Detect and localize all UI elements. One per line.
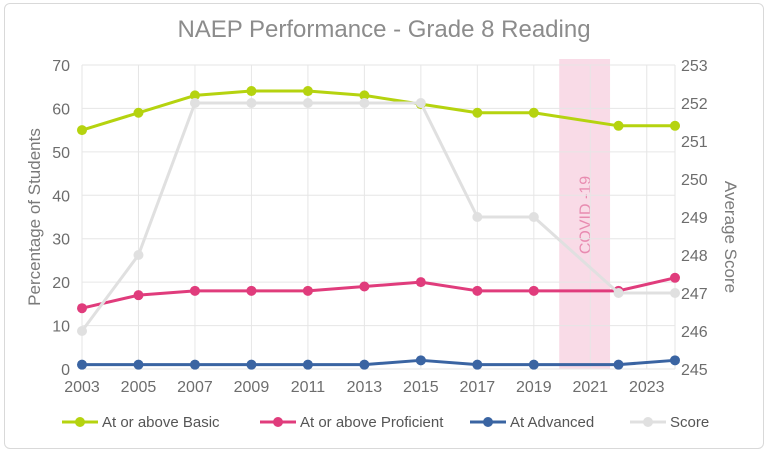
data-point-at-or-above-proficient <box>77 303 87 314</box>
data-point-score <box>415 98 426 108</box>
data-point-at-advanced <box>302 359 313 370</box>
y2-tick-label: 252 <box>681 96 708 113</box>
legend-label-at-or-above-proficient: At or above Proficient <box>300 414 444 431</box>
y2-tick-label: 250 <box>681 172 708 189</box>
data-point-at-or-above-basic <box>359 90 370 101</box>
y-axis-label: Percentage of Students <box>25 128 44 306</box>
legend-label-at-or-above-basic: At or above Basic <box>102 414 220 431</box>
chart-frame <box>4 3 764 449</box>
data-point-at-or-above-basic <box>133 107 144 118</box>
data-point-score <box>302 98 313 108</box>
data-point-score <box>613 288 624 298</box>
x-tick-label: 2015 <box>403 379 439 396</box>
data-point-at-or-above-proficient <box>415 277 426 288</box>
data-point-at-or-above-basic <box>246 86 257 97</box>
y2-axis-label: Average Score <box>721 181 740 293</box>
legend-marker-at-or-above-proficient <box>273 417 283 427</box>
legend-label-score: Score <box>670 414 709 431</box>
data-point-at-advanced <box>189 359 200 370</box>
data-point-at-advanced <box>415 355 426 366</box>
x-tick-label: 2023 <box>629 379 665 396</box>
data-point-at-advanced <box>246 359 257 370</box>
data-point-at-advanced <box>77 359 87 370</box>
y-tick-label: 30 <box>52 232 70 249</box>
data-point-score <box>528 212 539 222</box>
data-point-at-or-above-basic <box>472 107 483 118</box>
covid-band <box>559 59 611 369</box>
chart-title: NAEP Performance - Grade 8 Reading <box>177 16 590 43</box>
data-point-score <box>77 326 87 336</box>
x-tick-label: 2017 <box>460 379 496 396</box>
y2-tick-label: 248 <box>681 248 708 265</box>
data-point-score <box>189 98 200 108</box>
data-point-score <box>359 98 370 108</box>
data-point-at-advanced <box>133 359 144 370</box>
y2-tick-label: 246 <box>681 324 708 341</box>
data-point-score <box>472 212 483 222</box>
data-point-at-advanced <box>670 355 680 366</box>
y-tick-label: 70 <box>52 58 70 75</box>
y2-tick-label: 251 <box>681 134 708 151</box>
x-tick-label: 2021 <box>572 379 608 396</box>
data-point-at-advanced <box>528 359 539 370</box>
data-point-at-or-above-proficient <box>189 285 200 296</box>
x-tick-label: 2009 <box>234 379 270 396</box>
y2-tick-label: 253 <box>681 58 708 75</box>
legend-marker-at-advanced <box>483 417 493 427</box>
x-tick-label: 2005 <box>121 379 157 396</box>
y2-tick-label: 249 <box>681 210 708 227</box>
data-point-at-or-above-proficient <box>670 272 680 283</box>
data-point-at-or-above-basic <box>77 125 87 136</box>
data-point-score <box>246 98 257 108</box>
x-tick-label: 2013 <box>347 379 383 396</box>
data-point-at-or-above-basic <box>670 120 680 131</box>
legend-marker-score <box>643 417 653 427</box>
legend-label-at-advanced: At Advanced <box>510 414 594 431</box>
data-point-at-advanced <box>472 359 483 370</box>
y-tick-label: 60 <box>52 101 70 118</box>
x-tick-label: 2007 <box>177 379 213 396</box>
data-point-at-or-above-proficient <box>302 285 313 296</box>
data-point-at-or-above-basic <box>613 120 624 131</box>
data-point-at-or-above-proficient <box>472 285 483 296</box>
data-point-at-advanced <box>613 359 624 370</box>
y-tick-label: 20 <box>52 275 70 292</box>
data-point-score <box>670 288 680 298</box>
data-point-at-or-above-basic <box>302 86 313 97</box>
y-tick-label: 50 <box>52 145 70 162</box>
y-tick-label: 40 <box>52 188 70 205</box>
data-point-at-advanced <box>359 359 370 370</box>
y-tick-label: 0 <box>61 362 70 379</box>
data-point-score <box>133 250 144 260</box>
y2-tick-label: 245 <box>681 362 708 379</box>
data-point-at-or-above-proficient <box>359 281 370 292</box>
y2-tick-label: 247 <box>681 286 708 303</box>
x-tick-label: 2003 <box>64 379 100 396</box>
data-point-at-or-above-proficient <box>246 285 257 296</box>
x-tick-label: 2019 <box>516 379 552 396</box>
data-point-at-or-above-proficient <box>133 290 144 301</box>
data-point-at-or-above-basic <box>189 90 200 101</box>
y-tick-label: 10 <box>52 319 70 336</box>
covid-label: COVID -19 <box>578 176 595 254</box>
legend-marker-at-or-above-basic <box>75 417 85 427</box>
x-tick-label: 2011 <box>291 379 326 396</box>
data-point-at-or-above-basic <box>528 107 539 118</box>
data-point-at-or-above-proficient <box>528 285 539 296</box>
